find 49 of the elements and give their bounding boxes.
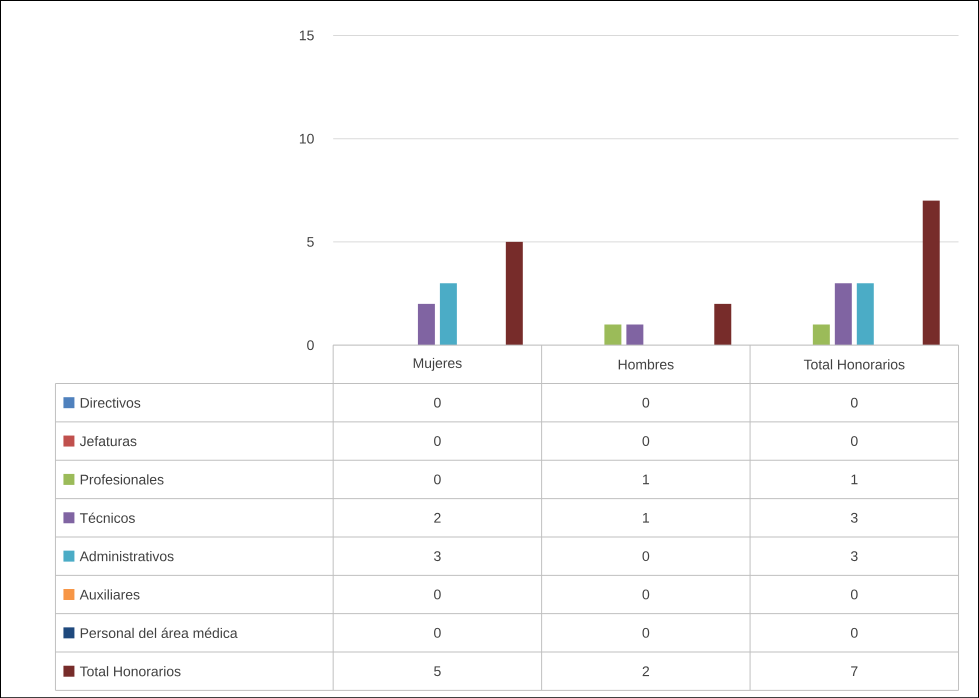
data-label: 0	[642, 436, 650, 446]
data-label: 0	[850, 628, 858, 638]
data-label: 0	[642, 551, 650, 561]
x-tick-label: Hombres	[618, 359, 674, 370]
x-tick-label: Total Honorarios	[804, 359, 904, 370]
x-tick-label: Mujeres	[414, 358, 462, 371]
data-label: 2	[434, 512, 441, 522]
data-label: 0	[434, 589, 441, 600]
legend-label: Profesionales	[80, 474, 164, 484]
data-label: 0	[850, 436, 858, 446]
bar	[604, 324, 622, 346]
data-label: 0	[434, 474, 441, 484]
data-label: 3	[850, 551, 858, 561]
legend-label: Administrativos	[80, 550, 174, 562]
bar	[834, 283, 852, 346]
data-label: 0	[434, 398, 441, 408]
bar	[812, 324, 830, 346]
data-label: 5	[434, 666, 441, 676]
y-tick-label: 10	[300, 134, 314, 144]
data-label: 0	[434, 628, 441, 638]
legend-label: Jefaturas	[80, 436, 136, 446]
data-label: 0	[642, 398, 650, 408]
bar	[418, 304, 435, 346]
bar	[440, 283, 457, 346]
legend-label: Directivos	[80, 397, 140, 408]
data-label: 1	[851, 474, 858, 484]
data-label: 3	[434, 551, 441, 561]
data-label: 2	[642, 666, 650, 676]
legend-label: Total Honorarios	[80, 666, 181, 676]
data-label: 3	[850, 512, 858, 523]
bar	[856, 283, 874, 346]
legend-label: Técnicos	[80, 512, 135, 523]
data-label: 0	[642, 628, 650, 638]
legend-label: Personal del área médica	[80, 628, 238, 638]
bar	[506, 242, 523, 346]
bar	[922, 200, 940, 346]
bar	[714, 304, 732, 346]
legend-label: Auxiliares	[80, 589, 140, 600]
data-label: 1	[643, 512, 650, 522]
bar	[626, 324, 644, 346]
data-label: 0	[850, 589, 858, 600]
data-label: 0	[642, 589, 650, 600]
data-label: 0	[434, 436, 441, 446]
y-tick-label: 0	[307, 340, 314, 350]
y-tick-label: 5	[307, 236, 314, 247]
data-label: 1	[643, 474, 650, 484]
y-tick-label: 15	[300, 30, 314, 40]
data-label: 0	[850, 398, 858, 408]
data-label: 7	[851, 666, 858, 676]
